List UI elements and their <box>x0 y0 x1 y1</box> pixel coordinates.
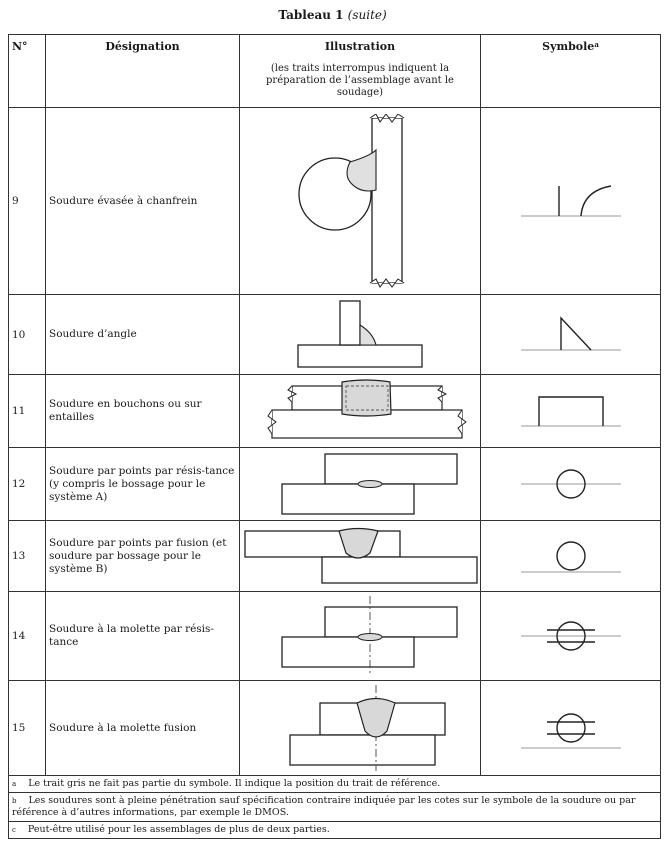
row-number: 9 <box>8 107 46 295</box>
table-title: Tableau 1 (suite) <box>0 8 665 22</box>
fillet-weld-symbol <box>480 294 661 375</box>
seam-weld-symbol-offset <box>480 680 661 776</box>
seam-weld-symbol <box>480 591 661 681</box>
fusion-spot-weld-illustration <box>239 520 481 592</box>
table-row: 12 Soudure par points par résis-tance (y… <box>8 447 661 521</box>
header-symbol-label: Symbole <box>542 40 595 53</box>
header-illustration-note: (les traits interrompus indiquent la pré… <box>266 63 454 98</box>
plug-weld-symbol <box>480 374 661 448</box>
footnote-mark: b <box>12 797 17 805</box>
table-row: 9 Soudure évasée à chanfrein <box>8 107 661 295</box>
table-title-suite: (suite) <box>347 8 387 22</box>
resistance-seam-weld-illustration <box>239 591 481 681</box>
header-designation: Désignation <box>45 34 240 108</box>
row-designation: Soudure à la molette fusion <box>45 680 240 776</box>
weld-symbol-table: N° Désignation Illustration (les traits … <box>8 34 661 839</box>
table-row: 10 Soudure d’angle <box>8 294 661 375</box>
resistance-spot-weld-illustration <box>239 447 481 521</box>
footnote-row: a Le trait gris ne fait pas partie du sym… <box>8 775 661 793</box>
spot-weld-symbol <box>480 447 661 521</box>
table-title-main: Tableau 1 <box>278 8 344 22</box>
flare-bevel-weld-illustration <box>239 107 481 295</box>
footnote-c: c Peut-être utilisé pour les assemblages … <box>8 821 661 839</box>
row-designation: Soudure à la molette par résis-tance <box>45 591 240 681</box>
table-row: 11 Soudure en bouchons ou sur entailles <box>8 374 661 448</box>
footnote-mark: a <box>12 780 17 788</box>
footnote-row: c Peut-être utilisé pour les assemblages … <box>8 821 661 839</box>
plug-weld-illustration <box>239 374 481 448</box>
header-illustration: Illustration (les traits interrompus ind… <box>239 34 481 108</box>
row-designation: Soudure en bouchons ou sur entailles <box>45 374 240 448</box>
row-designation: Soudure par points par résis-tance (y co… <box>45 447 240 521</box>
table-row: 13 Soudure par points par fusion (et sou… <box>8 520 661 592</box>
footnote-a: a Le trait gris ne fait pas partie du sym… <box>8 775 661 793</box>
footnote-mark: c <box>12 826 16 834</box>
header-symbol-footnote-mark: a <box>594 40 599 49</box>
row-number: 11 <box>8 374 46 448</box>
row-number: 10 <box>8 294 46 375</box>
flare-bevel-weld-symbol <box>480 107 661 295</box>
footnote-text: Peut-être utilisé pour les assemblages d… <box>27 824 330 835</box>
header-illustration-label: Illustration <box>324 40 396 53</box>
row-number: 15 <box>8 680 46 776</box>
header-symbol: Symbolea <box>480 34 661 108</box>
fusion-seam-weld-illustration <box>239 680 481 776</box>
row-number: 14 <box>8 591 46 681</box>
header-num: N° <box>8 34 46 108</box>
row-designation: Soudure évasée à chanfrein <box>45 107 240 295</box>
footnote-text: Les soudures sont à pleine pénétration s… <box>12 795 636 818</box>
footnote-row: b Les soudures sont à pleine pénétration … <box>8 792 661 822</box>
row-designation: Soudure par points par fusion (et soudur… <box>45 520 240 592</box>
row-number: 13 <box>8 520 46 592</box>
row-number: 12 <box>8 447 46 521</box>
footnote-text: Le trait gris ne fait pas partie du symb… <box>28 778 441 789</box>
header-row: N° Désignation Illustration (les traits … <box>8 34 661 108</box>
table-row: 14 Soudure à la molette par résis-tance <box>8 591 661 681</box>
fillet-weld-illustration <box>239 294 481 375</box>
row-designation: Soudure d’angle <box>45 294 240 375</box>
spot-weld-symbol-offset <box>480 520 661 592</box>
table-row: 15 Soudure à la molette fusion <box>8 680 661 776</box>
footnote-b: b Les soudures sont à pleine pénétration … <box>8 792 661 822</box>
